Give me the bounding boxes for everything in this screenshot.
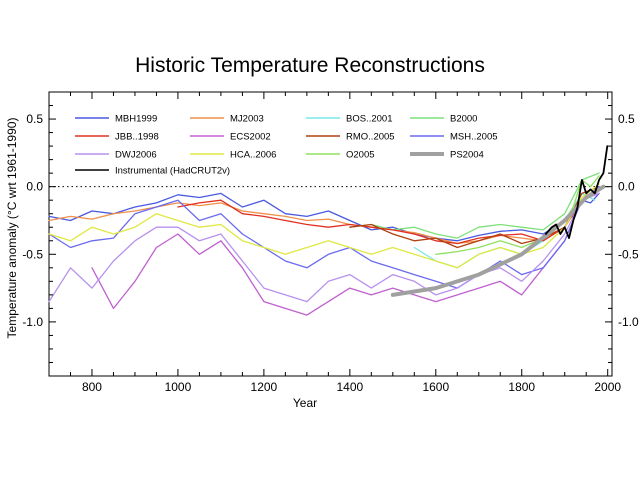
legend-label-12: Instrumental (HadCRUT2v) xyxy=(115,166,230,177)
y-tick-label-left-2: 0.0 xyxy=(26,180,43,194)
y-tick-label-right-3: 0.5 xyxy=(618,112,635,126)
series-line-7 xyxy=(48,186,600,289)
legend-label-2: BOS..2001 xyxy=(346,114,392,125)
x-tick-label-5: 1800 xyxy=(508,380,535,394)
y-tick-label-left-0: -1.0 xyxy=(22,315,43,329)
series-line-11 xyxy=(390,184,606,297)
legend-label-1: MJ2003 xyxy=(230,114,264,125)
legend-label-4: JBB..1998 xyxy=(115,132,159,143)
y-axis: -1.0 -1.0 -0.5 -0.5 0.0 0.0 0.5 0.5 xyxy=(22,105,639,363)
legend-label-3: B2000 xyxy=(450,114,477,125)
legend: MBH1999 MJ2003 BOS..2001 B2000 JBB..1998 ECS2… xyxy=(75,114,498,177)
x-tick-label-2: 1200 xyxy=(251,380,278,394)
x-axis: 800 1000 1200 1400 1600 1800 2000 xyxy=(48,92,621,394)
y-tick-label-right-1: -0.5 xyxy=(618,247,639,261)
series-line-8 xyxy=(48,192,600,303)
y-axis-label: Temperature anomaly (°C wrt 1961-1990) xyxy=(5,118,19,339)
legend-label-11: PS2004 xyxy=(450,150,484,161)
legend-label-5: ECS2002 xyxy=(230,132,271,143)
y-tick-label-right-0: -1.0 xyxy=(618,315,639,329)
y-tick-label-left-1: -0.5 xyxy=(22,247,43,261)
legend-label-10: O2005 xyxy=(346,150,375,161)
x-tick-label-0: 800 xyxy=(82,380,102,394)
series-line-12 xyxy=(544,145,609,240)
x-tick-label-4: 1600 xyxy=(422,380,449,394)
legend-label-6: RMO..2005 xyxy=(346,132,395,143)
x-tick-label-3: 1400 xyxy=(336,380,363,394)
series-line-5 xyxy=(91,192,600,316)
x-axis-label: Year xyxy=(293,396,317,410)
x-tick-label-1: 1000 xyxy=(165,380,192,394)
y-tick-label-right-2: 0.0 xyxy=(618,180,635,194)
legend-label-8: DWJ2006 xyxy=(115,150,157,161)
legend-label-7: MSH..2005 xyxy=(450,132,498,143)
plot-area xyxy=(48,91,613,377)
series-line-9 xyxy=(48,183,600,269)
series-line-1 xyxy=(48,186,600,245)
legend-label-9: HCA..2006 xyxy=(230,150,276,161)
y-tick-label-left-3: 0.5 xyxy=(26,112,43,126)
legend-label-0: MBH1999 xyxy=(115,114,157,125)
x-tick-label-6: 2000 xyxy=(594,380,621,394)
series-line-4 xyxy=(177,186,600,245)
chart-title: Historic Temperature Reconstructions xyxy=(135,54,485,77)
